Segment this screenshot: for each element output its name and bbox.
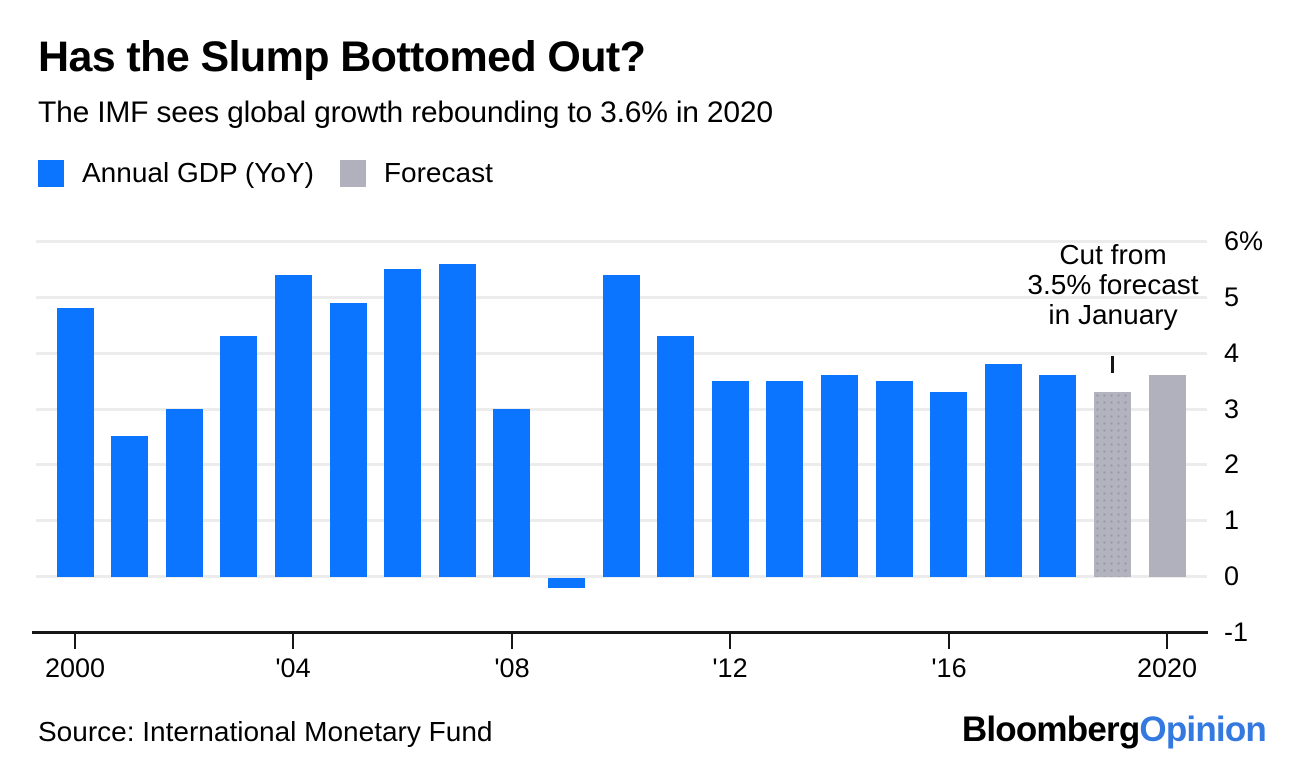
annotation-pointer-tick bbox=[1111, 356, 1114, 373]
x-tick-2000 bbox=[74, 632, 76, 649]
source-note: Source: International Monetary Fund bbox=[38, 716, 493, 747]
y-tick-label-2: 2 bbox=[1224, 449, 1240, 479]
x-tick-2004 bbox=[292, 632, 294, 649]
bar-2019 bbox=[1094, 392, 1131, 577]
x-tick-label-2016: '16 bbox=[931, 653, 967, 683]
legend-label-forecast: Forecast bbox=[383, 157, 493, 188]
x-tick-2016 bbox=[948, 632, 950, 649]
bar-2005 bbox=[330, 303, 367, 577]
bar-2014 bbox=[821, 375, 858, 577]
logo-bloomberg: Bloomberg bbox=[961, 710, 1140, 749]
bar-2006 bbox=[384, 269, 421, 577]
x-tick-2012 bbox=[729, 632, 731, 649]
y-tick-label-0: 0 bbox=[1224, 561, 1240, 591]
x-tick-label-2012: '12 bbox=[712, 653, 748, 683]
bloomberg-opinion-logo: BloombergOpinion bbox=[961, 710, 1267, 750]
bar-2020 bbox=[1149, 375, 1186, 577]
bar-2018 bbox=[1039, 375, 1076, 577]
bar-2012 bbox=[712, 381, 749, 577]
gridline-6 bbox=[36, 240, 1207, 243]
legend: Annual GDP (YoY) Forecast bbox=[38, 157, 493, 188]
x-tick-2008 bbox=[511, 632, 513, 649]
legend-label-annual-gdp: Annual GDP (YoY) bbox=[82, 157, 314, 188]
bar-2007 bbox=[439, 264, 476, 577]
bar-2013 bbox=[766, 381, 803, 577]
annotation-line-3: in January bbox=[1048, 299, 1178, 330]
legend-swatch-annual-gdp bbox=[38, 159, 64, 187]
x-tick-label-2008: '08 bbox=[494, 653, 530, 683]
y-tick-label-6: 6% bbox=[1224, 226, 1264, 256]
bar-2015 bbox=[876, 381, 913, 577]
annotation-forecast-cut: Cut from 3.5% forecast in January bbox=[988, 240, 1238, 330]
annotation-line-1: Cut from bbox=[1059, 239, 1167, 270]
bar-2004 bbox=[275, 275, 312, 577]
x-tick-label-2020: 2020 bbox=[1136, 653, 1198, 683]
x-tick-label-2004: '04 bbox=[275, 653, 311, 683]
x-tick-2020 bbox=[1166, 632, 1168, 649]
chart-subtitle: The IMF sees global growth rebounding to… bbox=[38, 96, 773, 129]
bar-2016 bbox=[930, 392, 967, 577]
chart-title: Has the Slump Bottomed Out? bbox=[38, 33, 646, 81]
logo-opinion: Opinion bbox=[1139, 710, 1266, 749]
bar-2011 bbox=[657, 336, 694, 577]
bar-2010 bbox=[603, 275, 640, 577]
bar-2017 bbox=[985, 364, 1022, 577]
bar-2002 bbox=[166, 409, 203, 577]
x-axis-line bbox=[32, 631, 1208, 634]
y-tick-label--1: -1 bbox=[1224, 617, 1249, 647]
y-tick-label-4: 4 bbox=[1224, 338, 1240, 368]
bar-2009 bbox=[548, 578, 585, 588]
x-tick-label-2000: 2000 bbox=[44, 653, 106, 683]
bar-2008 bbox=[493, 409, 530, 577]
y-tick-label-1: 1 bbox=[1224, 505, 1240, 535]
annotation-line-2: 3.5% forecast bbox=[1027, 269, 1199, 300]
bar-2001 bbox=[111, 436, 148, 577]
y-tick-label-3: 3 bbox=[1224, 394, 1240, 424]
legend-swatch-forecast bbox=[339, 159, 366, 187]
y-tick-label-5: 5 bbox=[1224, 282, 1240, 312]
bar-2003 bbox=[220, 336, 257, 577]
bar-2000 bbox=[57, 308, 94, 577]
